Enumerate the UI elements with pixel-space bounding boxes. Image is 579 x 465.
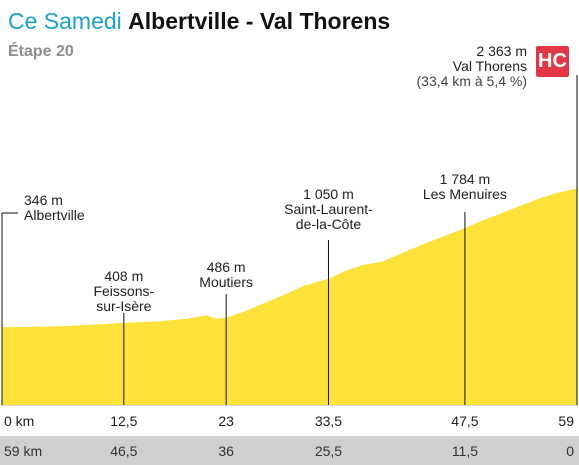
waypoint-name: sur-Isère [96, 298, 151, 314]
km-axis-band: 0 km 12,5 23 33,5 47,5 59 [0, 405, 579, 436]
remaining-km-label: 0 [566, 443, 574, 459]
km-tick-label: 59 [558, 413, 574, 429]
waypoint-altitude: 1 050 m [303, 186, 354, 202]
page-title: Ce Samedi Albertville - Val Thorens [8, 6, 390, 36]
km-tick-label: 23 [218, 413, 234, 429]
waypoint-name: Albertville [24, 207, 85, 223]
waypoint-name: de-la-Côte [296, 216, 362, 232]
km-tick-label: 47,5 [451, 413, 479, 429]
title-day: Ce Samedi [8, 8, 122, 34]
waypoint-name: Les Menuires [423, 186, 507, 202]
km-tick-label: 0 km [4, 413, 35, 429]
waypoint-altitude: 1 784 m [440, 171, 491, 187]
remaining-km-label: 46,5 [110, 443, 138, 459]
waypoint-name: Val Thorens [453, 58, 527, 74]
waypoint-altitude: 486 m [207, 259, 246, 275]
remaining-km-label: 59 km [4, 443, 43, 459]
remaining-km-band: 59 km 46,5 36 25,5 11,5 0 [0, 436, 579, 465]
km-tick-label: 33,5 [314, 413, 343, 429]
elevation-area [2, 188, 577, 405]
waypoint-name: Saint-Laurent- [284, 201, 373, 217]
title-route: Albertville - Val Thorens [128, 8, 391, 34]
remaining-km-label: 25,5 [314, 443, 343, 459]
waypoint-altitude: 408 m [104, 268, 143, 284]
waypoint-name: Feissons- [93, 283, 154, 299]
waypoint-name: Moutiers [199, 274, 253, 290]
km-tick-label: 12,5 [110, 413, 138, 429]
waypoint-altitude: 2 363 m [476, 43, 527, 59]
remaining-km-label: 36 [218, 443, 234, 459]
waypoint-altitude: 346 m [24, 192, 63, 208]
waypoint-note: (33,4 km à 5,4 %) [417, 73, 528, 89]
hc-category-badge: HC [536, 46, 569, 77]
stage-label: Étape 20 [8, 43, 74, 60]
remaining-km-label: 11,5 [451, 443, 479, 459]
